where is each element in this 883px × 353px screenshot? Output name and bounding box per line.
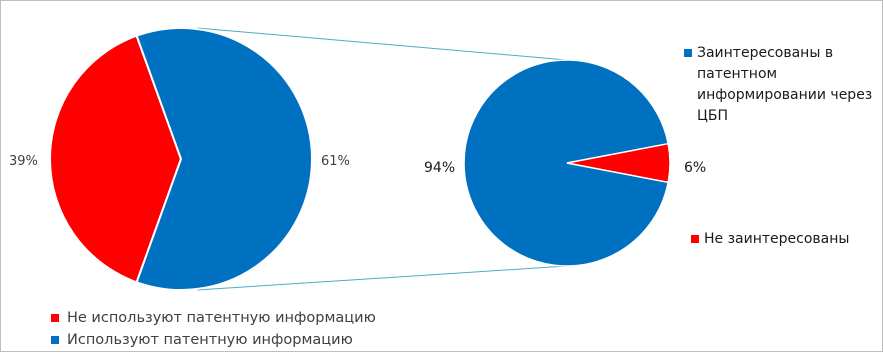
legend-label-using: Используют патентную информацию — [67, 332, 353, 348]
secondary-slice-interested — [463, 59, 670, 267]
connector-line-top — [196, 27, 568, 61]
legend-item-using: Используют патентную информацию — [51, 329, 376, 351]
secondary-label-not-interested: 6% — [684, 160, 706, 176]
main-label-not-using: 39% — [9, 154, 38, 169]
legend-label-not-using: Не используют патентную информацию — [67, 310, 376, 326]
legend-item-not-interested: Не заинтересованы — [691, 229, 881, 250]
secondary-label-interested: 94% — [424, 160, 455, 176]
legend-item-not-using: Не используют патентную информацию — [51, 307, 376, 329]
legend-main: Не используют патентную информацию Испол… — [51, 307, 376, 351]
legend-swatch-red — [691, 235, 699, 243]
main-label-using: 61% — [321, 154, 350, 169]
legend-label-not-interested: Не заинтересованы — [704, 231, 850, 247]
legend-secondary-not-interested: Не заинтересованы — [691, 229, 881, 250]
main-slice-not-using — [48, 34, 183, 284]
legend-swatch-blue — [684, 49, 692, 57]
connector-line-bottom — [196, 265, 568, 291]
legend-secondary-interested: Заинтересованы в патентном информировани… — [684, 43, 874, 127]
legend-swatch-blue — [51, 336, 59, 344]
secondary-slice-not-interested — [566, 142, 671, 184]
main-slice-using — [135, 27, 313, 291]
legend-swatch-red — [51, 314, 59, 322]
legend-label-interested: Заинтересованы в патентном информировани… — [697, 45, 873, 124]
legend-item-interested: Заинтересованы в патентном информировани… — [684, 43, 874, 127]
